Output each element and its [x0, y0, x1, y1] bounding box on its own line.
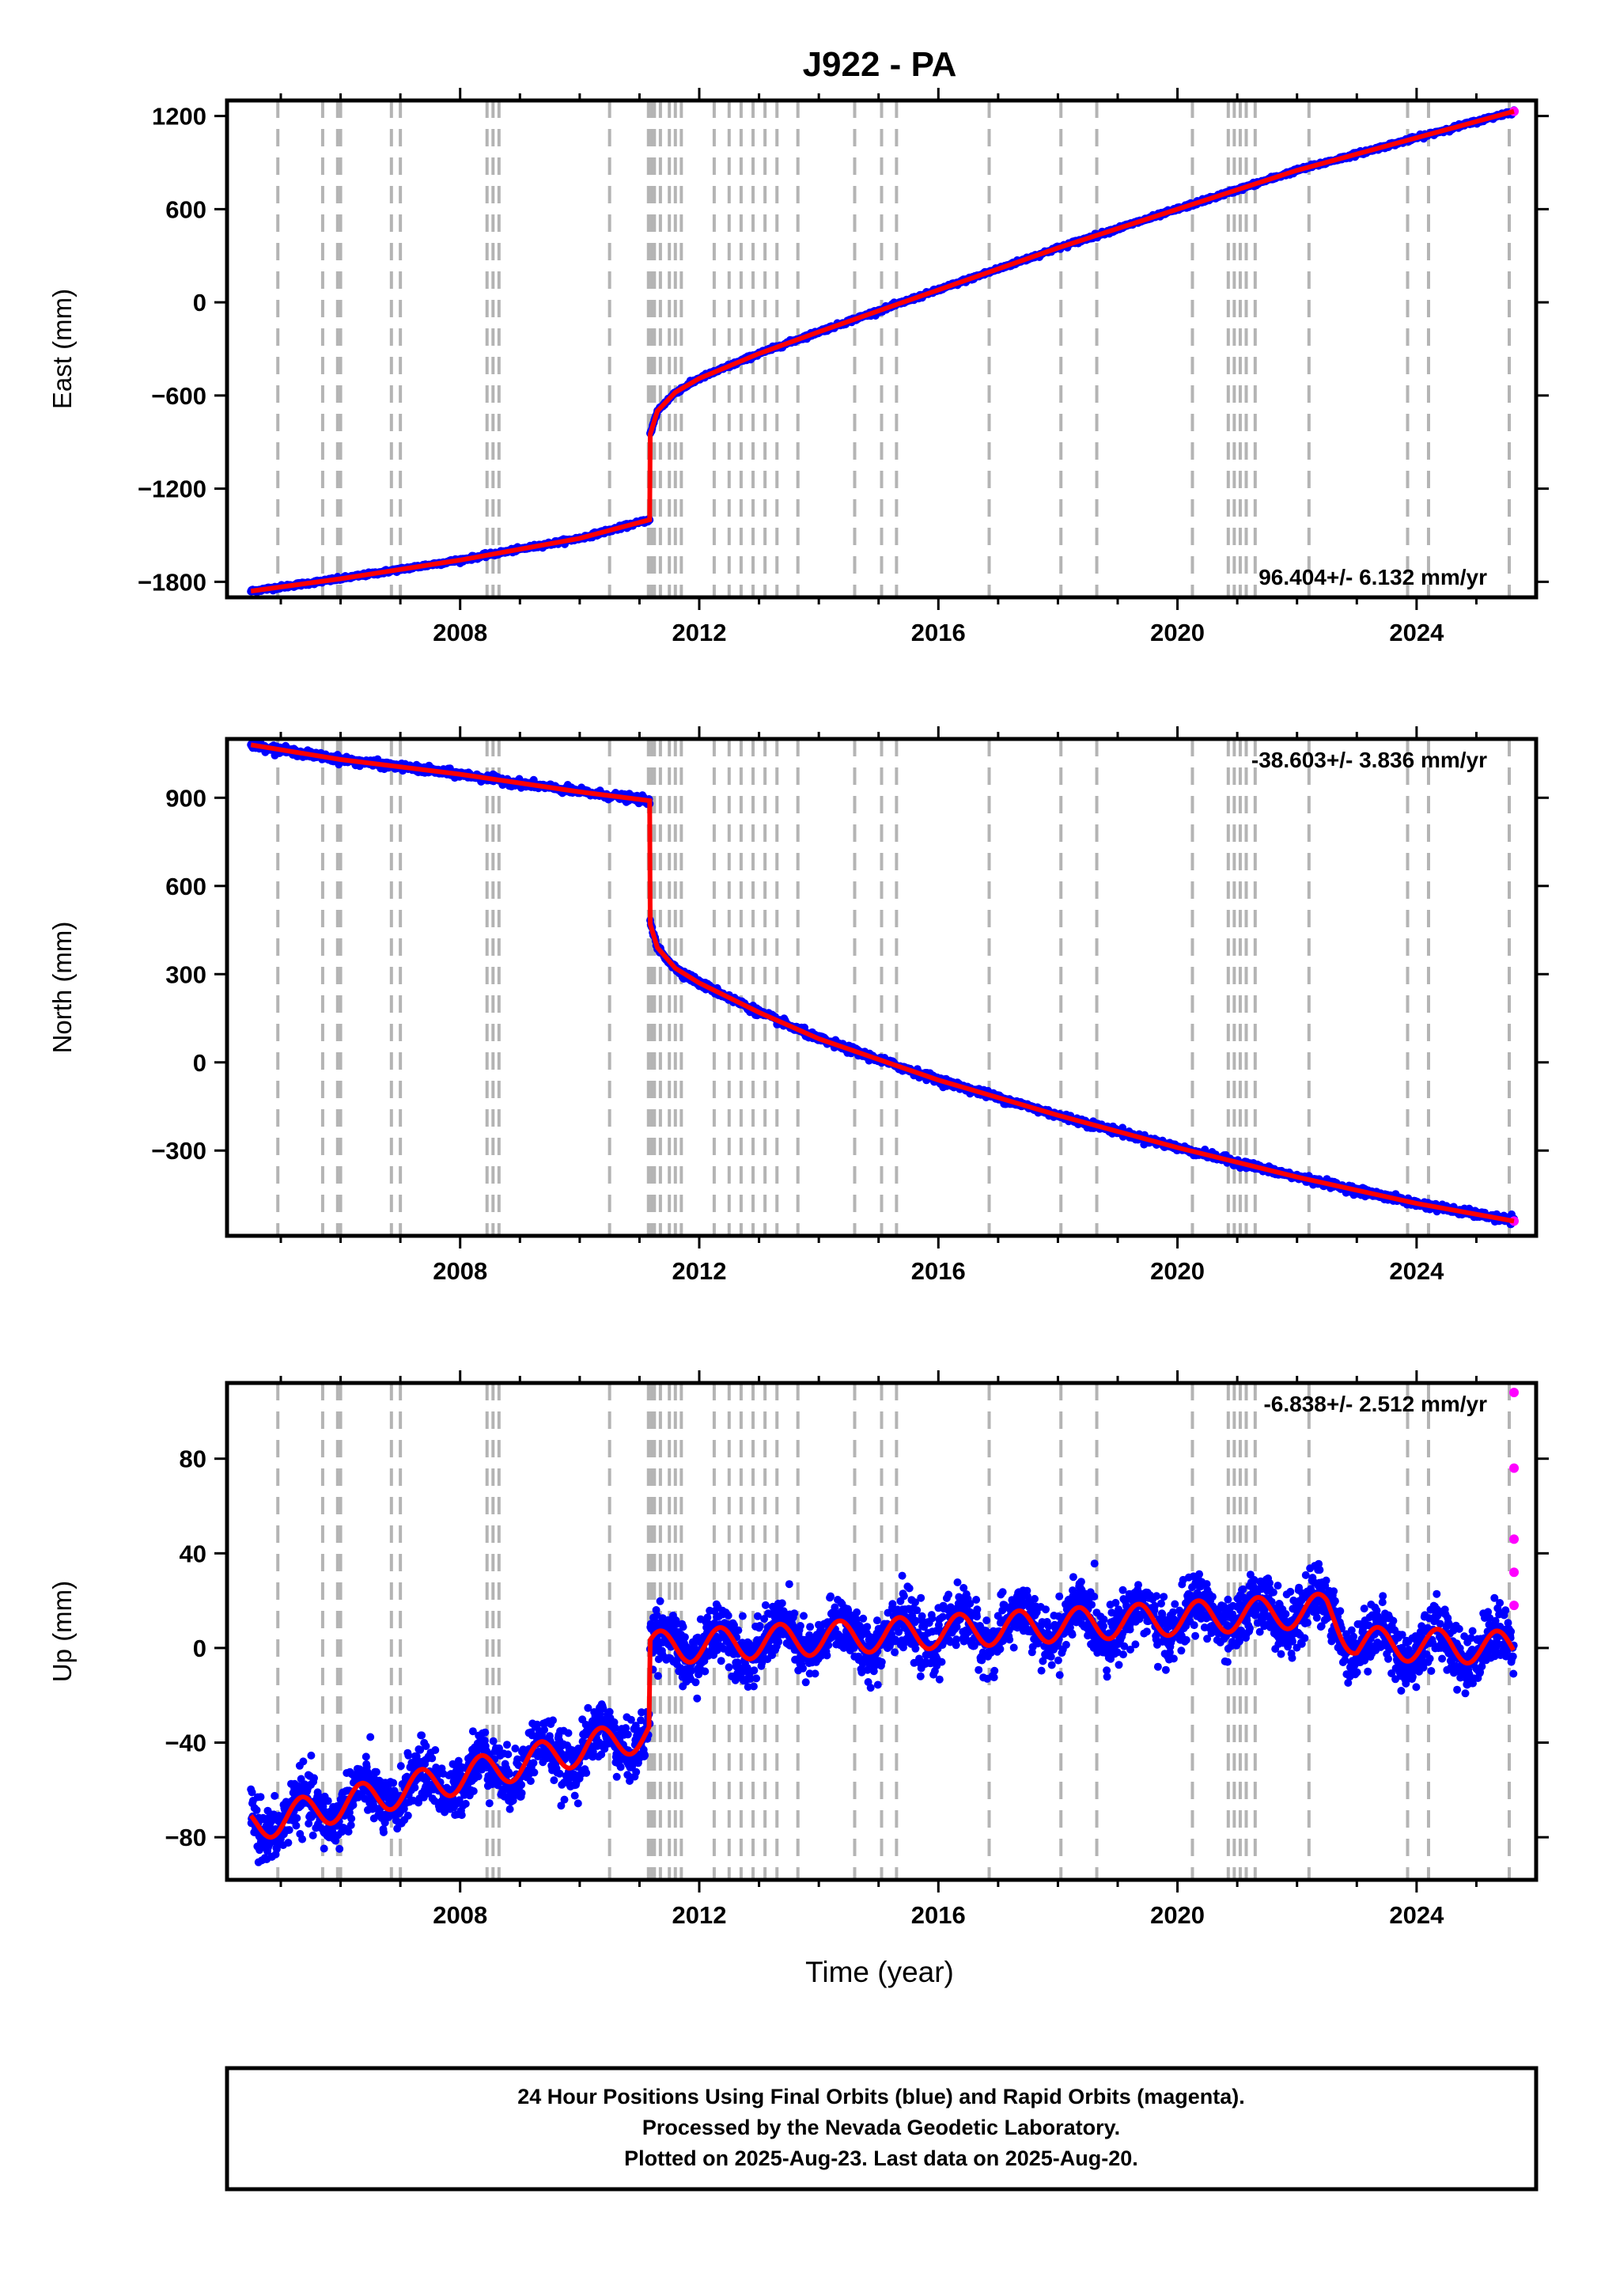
data-point — [320, 1844, 328, 1853]
data-point — [299, 1757, 308, 1766]
data-point — [252, 1805, 261, 1814]
x-tick-label: 2020 — [1150, 1257, 1205, 1285]
model-fit-line — [250, 742, 1515, 1224]
x-tick-label: 2020 — [1150, 619, 1205, 646]
east-panel: 2008 2012 2016 2020 2024 1200 600 0 −600 −1200 −18… — [47, 88, 1549, 646]
data-point — [298, 1835, 307, 1843]
y-tick-label: 600 — [165, 873, 206, 900]
y-tick-label: −1800 — [138, 568, 206, 596]
y-tick-label: 300 — [165, 960, 206, 988]
y-tick-label: −1200 — [138, 475, 206, 503]
data-point — [411, 1783, 419, 1792]
plot-frame — [225, 737, 1539, 1238]
data-point — [361, 1752, 370, 1761]
x-tick-label: 2008 — [433, 619, 487, 646]
data-point — [308, 1831, 317, 1839]
data-point — [366, 1733, 375, 1741]
data-point — [403, 1811, 412, 1820]
data-point — [416, 1745, 425, 1754]
chart-title: J922 - PA — [803, 45, 957, 84]
model-fit-line — [250, 108, 1515, 594]
data-point — [293, 1814, 301, 1822]
data-point — [349, 1801, 358, 1809]
y-axis: 900 600 300 0 −300 — [151, 784, 1549, 1165]
data-point — [292, 1821, 301, 1830]
data-point — [372, 1767, 380, 1776]
data-point — [393, 1824, 402, 1833]
series-final-orbits — [247, 106, 1518, 597]
data-point — [335, 1844, 344, 1853]
data-point — [380, 1828, 388, 1836]
y-tick-label: 0 — [193, 1049, 206, 1077]
x-tick-label: 2016 — [911, 619, 966, 646]
y-tick-label: −600 — [151, 382, 206, 410]
y-tick-label: 900 — [165, 784, 206, 812]
data-point — [389, 1779, 398, 1787]
data-point — [285, 1826, 293, 1834]
data-point — [346, 1821, 355, 1829]
data-point — [418, 1731, 426, 1740]
x-tick-label: 2012 — [672, 1257, 727, 1285]
north-panel: 2008 2012 2016 2020 2024 900 600 300 0 −300 North … — [47, 726, 1549, 1285]
y-tick-label: 1200 — [152, 103, 206, 131]
data-point — [422, 1742, 430, 1750]
data-point — [307, 1751, 316, 1760]
plot-frame — [225, 98, 1539, 600]
data-point — [347, 1814, 356, 1823]
x-axis: 2008 2012 2016 2020 2024 — [279, 726, 1478, 1285]
y-tick-label: −300 — [151, 1137, 206, 1165]
x-tick-label: 2016 — [911, 1257, 966, 1285]
data-point — [284, 1839, 293, 1847]
y-tick-label: 600 — [165, 195, 206, 223]
x-axis: 2008 2012 2016 2020 2024 — [279, 88, 1478, 646]
data-point — [305, 1819, 313, 1828]
y-axis: 1200 600 0 −600 −1200 −1800 — [138, 103, 1549, 596]
rate-label: 96.404+/- 6.132 mm/yr — [1258, 565, 1487, 589]
data-point — [256, 1793, 265, 1802]
y-tick-label: 0 — [193, 289, 206, 316]
x-tick-label: 2012 — [672, 619, 727, 646]
data-point — [271, 1791, 279, 1800]
y-axis-label: North (mm) — [47, 922, 77, 1054]
x-tick-label: 2024 — [1389, 619, 1444, 646]
x-tick-label: 2008 — [433, 1257, 487, 1285]
data-point — [324, 1797, 332, 1805]
data-point — [310, 1774, 318, 1783]
data-point — [344, 1828, 353, 1836]
data-point — [396, 1762, 405, 1771]
event-lines — [276, 100, 1511, 597]
event-lines — [276, 739, 1511, 1236]
x-tick-label: 2024 — [1389, 1257, 1444, 1285]
data-point — [248, 1788, 256, 1797]
y-axis-label: East (mm) — [47, 289, 77, 409]
rate-label: -38.603+/- 3.836 mm/yr — [1251, 748, 1487, 772]
data-point — [404, 1751, 413, 1760]
